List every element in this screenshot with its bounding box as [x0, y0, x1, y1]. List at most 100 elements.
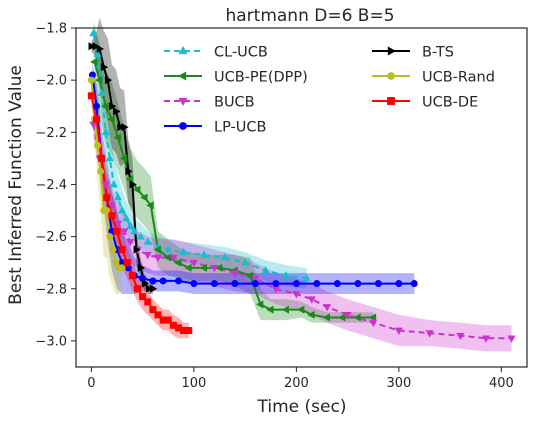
point-ucb-de [113, 227, 121, 235]
x-tick-label: 400 [489, 376, 514, 391]
point-b-ts [96, 44, 105, 53]
legend: CL-UCB UCB-PE(DPP) BUCB LP-UCB B-TS UCB-Rand U… [164, 45, 495, 136]
point-lp-ucb [93, 102, 101, 110]
point-b-ts [88, 42, 96, 51]
legend-marker-ucb-rand [387, 72, 395, 80]
point-ucb-de [108, 212, 116, 220]
point-lp-ucb [410, 280, 418, 288]
legend-label-b-ts: B-TS [422, 45, 454, 61]
chart-title: hartmann D=6 B=5 [225, 6, 394, 26]
legend-marker-b-ts [387, 46, 396, 56]
legend-label-lp-ucb: LP-UCB [214, 120, 266, 136]
point-ucb-pe-dpp [353, 313, 361, 322]
point-lp-ucb [333, 280, 341, 288]
series-markers [87, 28, 516, 343]
point-b-ts [92, 42, 100, 51]
point-bucb [101, 181, 110, 189]
point-cl-ucb [118, 206, 127, 214]
point-bucb [323, 304, 332, 312]
point-ucb-de [149, 306, 157, 314]
point-lp-ucb [190, 280, 198, 288]
point-ucb-de [139, 293, 147, 301]
point-cl-ucb [101, 127, 110, 136]
point-cl-ucb [282, 271, 291, 279]
point-ucb-de [118, 246, 126, 254]
point-b-ts [100, 63, 109, 72]
point-lp-ucb [231, 280, 239, 288]
point-cl-ucb [136, 232, 145, 240]
x-tick-label: 300 [386, 376, 411, 391]
point-ucb-de [103, 194, 111, 202]
point-cl-ucb [130, 226, 139, 235]
point-b-ts [141, 279, 150, 288]
point-ucb-pe-dpp [199, 263, 207, 272]
point-cl-ucb [126, 221, 135, 230]
y-tick-label: −2.0 [35, 74, 67, 89]
point-cl-ucb [105, 153, 114, 162]
point-bucb [369, 319, 378, 328]
line-cl-ucb [92, 33, 307, 280]
point-cl-ucb [93, 49, 102, 57]
x-tick-label: 200 [284, 376, 309, 391]
point-ucb-de [185, 326, 193, 334]
point-ucb-pe-dpp [322, 313, 330, 322]
y-tick-label: −2.2 [35, 126, 67, 141]
plot-frame [75, 27, 528, 368]
confidence-bands [91, 17, 512, 352]
legend-marker-ucb-de [387, 97, 395, 105]
point-bucb [507, 335, 516, 343]
point-ucb-de [98, 154, 106, 162]
point-bucb [481, 335, 491, 343]
band-bucb [93, 111, 512, 352]
point-ucb-pe-dpp [368, 313, 377, 322]
point-b-ts [104, 76, 113, 85]
point-cl-ucb [241, 258, 250, 266]
point-cl-ucb [200, 250, 209, 258]
point-cl-ucb [109, 179, 118, 188]
point-bucb [126, 238, 135, 247]
legend-label-cl-ucb: CL-UCB [214, 45, 268, 61]
point-b-ts [109, 102, 117, 111]
point-b-ts [129, 180, 137, 189]
point-ucb-rand [118, 264, 126, 272]
legend-marker-bucb [178, 97, 188, 106]
point-ucb-rand [109, 246, 117, 254]
y-tick-label: −1.8 [35, 22, 67, 37]
point-lp-ucb [313, 280, 321, 288]
axes: 0 100 200 300 400 −3.0 −2.8 −2.6 −2.4 −2.2 −2.0 −1.… [35, 22, 528, 391]
point-ucb-rand [112, 259, 120, 267]
legend-label-bucb: BUCB [214, 95, 255, 111]
point-ucb-rand [103, 207, 111, 215]
point-ucb-de [93, 115, 101, 123]
point-ucb-pe-dpp [133, 185, 141, 194]
legend-label-ucb-de: UCB-DE [422, 95, 478, 111]
point-ucb-pe-dpp [174, 258, 182, 267]
point-ucb-pe-dpp [119, 154, 128, 163]
point-ucb-pe-dpp [215, 263, 223, 272]
legend-marker-lp-ucb [179, 122, 187, 130]
x-tick-label: 0 [87, 376, 95, 391]
point-ucb-pe-dpp [89, 57, 98, 66]
point-b-ts [145, 284, 154, 293]
point-ucb-pe-dpp [266, 305, 274, 314]
point-ucb-de [154, 311, 162, 319]
point-cl-ucb [302, 273, 311, 282]
point-cl-ucb [164, 245, 173, 253]
point-lp-ucb [395, 280, 403, 288]
point-cl-ucb [122, 213, 131, 222]
point-b-ts [137, 263, 146, 272]
point-ucb-rand [87, 76, 95, 84]
point-ucb-de [134, 285, 142, 293]
x-tick-label: 100 [181, 376, 206, 391]
point-cl-ucb [220, 253, 229, 261]
point-ucb-de [123, 259, 131, 267]
point-b-ts [121, 123, 129, 132]
point-b-ts [113, 107, 121, 116]
point-cl-ucb [89, 28, 98, 37]
point-bucb [169, 254, 178, 262]
point-ucb-pe-dpp [153, 245, 161, 254]
point-ucb-pe-dpp [101, 102, 109, 111]
y-tick-label: −3.0 [35, 334, 67, 349]
point-ucb-de [87, 92, 95, 100]
